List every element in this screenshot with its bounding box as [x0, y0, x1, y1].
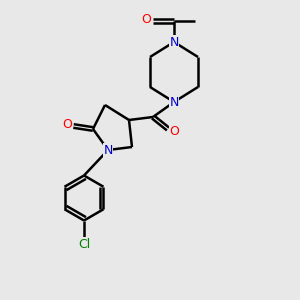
- Text: O: O: [142, 13, 151, 26]
- Text: N: N: [169, 95, 179, 109]
- Text: N: N: [169, 35, 179, 49]
- Text: Cl: Cl: [78, 238, 90, 251]
- Text: O: O: [62, 118, 72, 131]
- Text: O: O: [62, 118, 72, 131]
- Text: N: N: [169, 35, 179, 49]
- Text: N: N: [103, 143, 113, 157]
- Text: O: O: [142, 13, 151, 26]
- Text: O: O: [170, 125, 179, 139]
- Text: Cl: Cl: [78, 238, 90, 251]
- Text: O: O: [170, 125, 179, 139]
- Text: N: N: [169, 95, 179, 109]
- Text: N: N: [103, 143, 113, 157]
